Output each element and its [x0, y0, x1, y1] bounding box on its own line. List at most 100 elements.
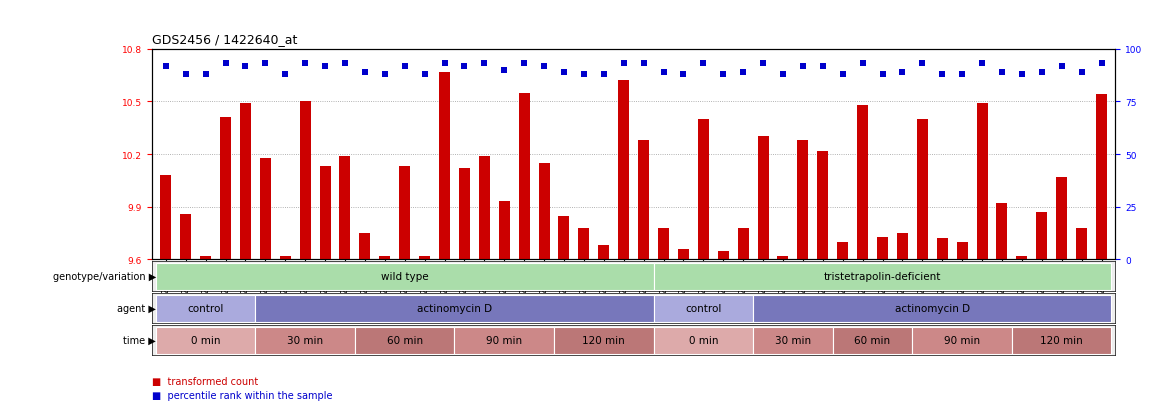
- Bar: [818, 151, 828, 260]
- Point: [395, 63, 413, 70]
- Bar: [654, 327, 753, 354]
- Point: [256, 61, 274, 68]
- Bar: [638, 141, 649, 260]
- Point: [734, 69, 752, 76]
- Point: [157, 63, 175, 70]
- Point: [535, 63, 554, 70]
- Bar: [558, 216, 570, 260]
- Bar: [1011, 327, 1112, 354]
- Bar: [833, 327, 912, 354]
- Bar: [658, 228, 669, 260]
- Bar: [155, 263, 654, 290]
- Point: [575, 71, 593, 78]
- Point: [813, 63, 832, 70]
- Text: 0 min: 0 min: [689, 335, 718, 345]
- Bar: [256, 327, 355, 354]
- Bar: [239, 104, 251, 260]
- Bar: [917, 120, 927, 260]
- Text: 120 min: 120 min: [1041, 335, 1083, 345]
- Point: [315, 63, 334, 70]
- Point: [894, 69, 912, 76]
- Bar: [155, 327, 256, 354]
- Point: [176, 71, 195, 78]
- Point: [773, 71, 792, 78]
- Text: tristetrapolin-deficient: tristetrapolin-deficient: [823, 272, 941, 282]
- Point: [993, 69, 1011, 76]
- Point: [355, 69, 374, 76]
- Point: [196, 71, 215, 78]
- Text: 0 min: 0 min: [190, 335, 221, 345]
- Bar: [753, 327, 833, 354]
- Point: [1092, 61, 1111, 68]
- Point: [595, 71, 613, 78]
- Text: time ▶: time ▶: [123, 335, 155, 345]
- Bar: [256, 295, 654, 322]
- Point: [436, 61, 454, 68]
- Point: [335, 61, 354, 68]
- Text: 30 min: 30 min: [287, 335, 324, 345]
- Bar: [200, 256, 211, 260]
- Bar: [778, 256, 788, 260]
- Point: [854, 61, 872, 68]
- Bar: [320, 167, 331, 260]
- Bar: [677, 249, 689, 260]
- Bar: [697, 120, 709, 260]
- Point: [296, 61, 314, 68]
- Point: [1072, 69, 1091, 76]
- Point: [714, 71, 732, 78]
- Bar: [758, 137, 769, 260]
- Bar: [300, 102, 311, 260]
- Text: actinomycin D: actinomycin D: [895, 304, 969, 313]
- Bar: [1076, 228, 1087, 260]
- Point: [654, 69, 673, 76]
- Bar: [180, 214, 192, 260]
- Bar: [519, 93, 529, 260]
- Text: 30 min: 30 min: [774, 335, 811, 345]
- Bar: [538, 164, 549, 260]
- Bar: [340, 157, 350, 260]
- Text: ■  transformed count: ■ transformed count: [152, 376, 258, 386]
- Text: ■  percentile rank within the sample: ■ percentile rank within the sample: [152, 390, 333, 400]
- Text: wild type: wild type: [381, 272, 429, 282]
- Point: [1052, 63, 1071, 70]
- Bar: [160, 176, 172, 260]
- Point: [694, 61, 712, 68]
- Bar: [499, 202, 509, 260]
- Text: 60 min: 60 min: [387, 335, 423, 345]
- Bar: [1056, 178, 1068, 260]
- Point: [456, 63, 474, 70]
- Bar: [738, 228, 749, 260]
- Text: control: control: [187, 304, 224, 313]
- Bar: [419, 256, 430, 260]
- Bar: [996, 204, 1008, 260]
- Text: GDS2456 / 1422640_at: GDS2456 / 1422640_at: [152, 33, 297, 45]
- Bar: [937, 239, 947, 260]
- Point: [555, 69, 573, 76]
- Bar: [380, 256, 390, 260]
- Bar: [857, 106, 868, 260]
- Bar: [753, 295, 1112, 322]
- Bar: [459, 169, 470, 260]
- Point: [495, 67, 514, 74]
- Bar: [718, 251, 729, 260]
- Bar: [798, 141, 808, 260]
- Point: [674, 71, 693, 78]
- Bar: [957, 242, 967, 260]
- Point: [793, 63, 812, 70]
- Bar: [554, 327, 654, 354]
- Bar: [280, 256, 291, 260]
- Text: 120 min: 120 min: [583, 335, 625, 345]
- Bar: [837, 242, 848, 260]
- Point: [973, 61, 992, 68]
- Point: [753, 61, 772, 68]
- Bar: [155, 295, 256, 322]
- Point: [874, 71, 892, 78]
- Point: [1013, 71, 1031, 78]
- Point: [416, 71, 434, 78]
- Point: [614, 61, 633, 68]
- Bar: [976, 104, 987, 260]
- Bar: [479, 157, 489, 260]
- Bar: [1036, 212, 1048, 260]
- Bar: [220, 118, 231, 260]
- Point: [475, 61, 494, 68]
